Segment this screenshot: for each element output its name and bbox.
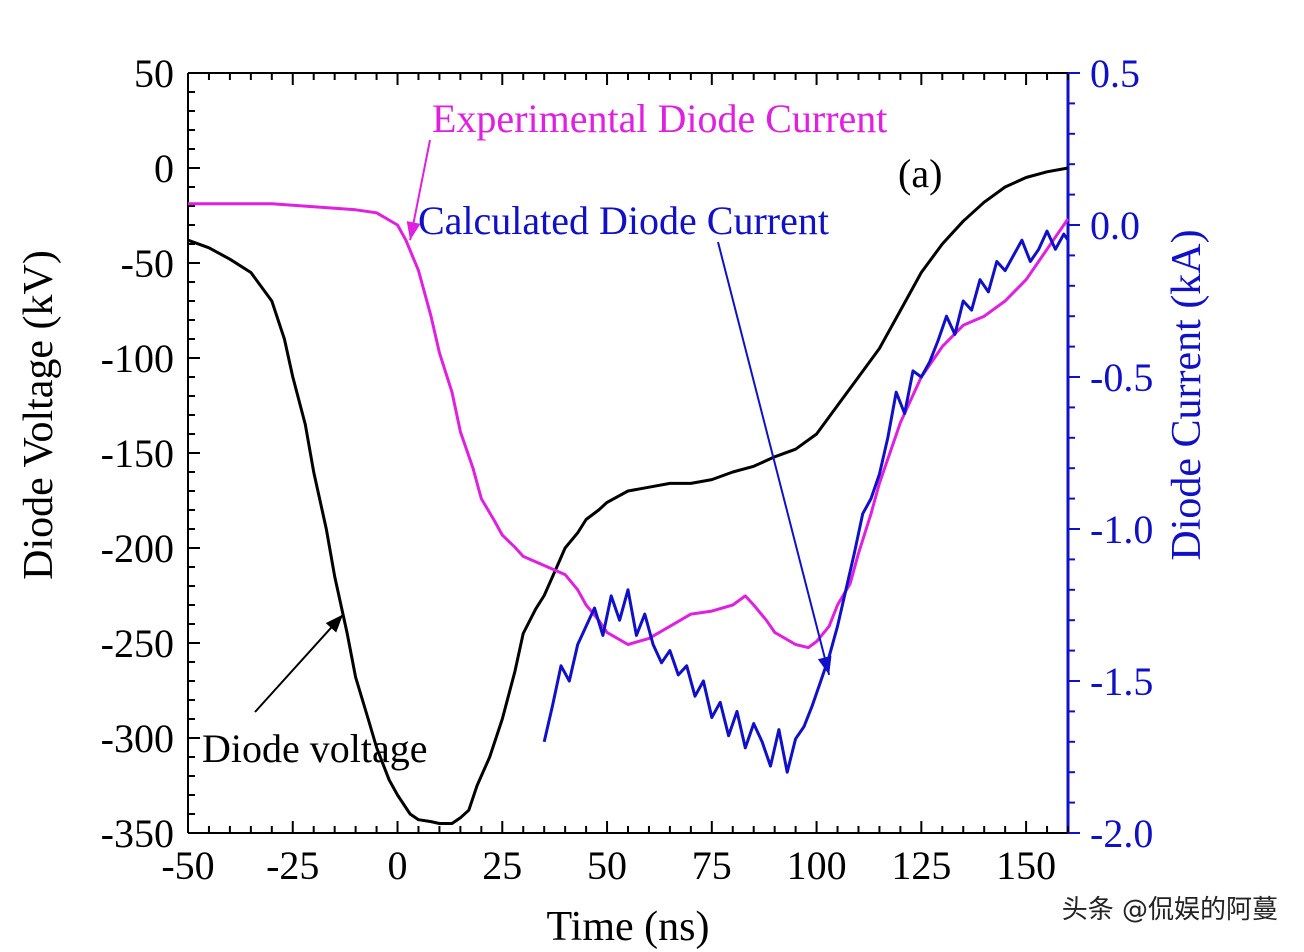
annotation-layer: Experimental Diode Current Calculated Di… <box>202 96 942 771</box>
panel-label: (a) <box>898 151 942 196</box>
right-axis-ticks: 0.5 0.0 -0.5 -1.0 -1.5 -2.0 <box>1068 51 1153 856</box>
left-axis-ticks: 50 0 -50 -100 -150 -200 -250 -300 -350 <box>101 51 200 856</box>
diode-voltage-line <box>187 166 1069 825</box>
diode-voltage-annotation: Diode voltage <box>202 726 428 771</box>
calculated-current-annotation: Calculated Diode Current <box>418 198 829 243</box>
x-tick-label: 25 <box>482 843 522 888</box>
x-tick-label: 0 <box>388 843 408 888</box>
x-axis-ticks: -50 -25 0 25 50 75 100 125 150 <box>161 73 1069 888</box>
left-tick-label: -100 <box>101 336 174 381</box>
right-tick-label: -1.5 <box>1090 659 1153 704</box>
diode-voltage-arrow-shaft <box>254 613 344 713</box>
x-tick-label: 100 <box>787 843 847 888</box>
experimental-current-arrow <box>406 139 431 241</box>
right-axis-title: Diode Current (kA) <box>1164 229 1210 560</box>
right-tick-label: -1.0 <box>1090 507 1153 552</box>
left-tick-label: -300 <box>101 716 174 761</box>
x-tick-label: 125 <box>891 843 951 888</box>
right-tick-label: 0.5 <box>1090 51 1140 96</box>
left-tick-label: -250 <box>101 621 174 666</box>
left-axis-title: Diode Voltage (kV) <box>16 250 62 580</box>
left-tick-label: -50 <box>121 241 174 286</box>
calculated-current-arrow <box>717 241 832 676</box>
left-tick-label: 50 <box>134 51 174 96</box>
calculated-current-arrow-head <box>817 655 832 675</box>
x-tick-label: -50 <box>161 843 214 888</box>
experimental-current-arrow-head <box>406 221 421 241</box>
series-layer <box>187 166 1070 825</box>
watermark-text: 头条 @侃娱的阿蔓 <box>1062 895 1278 925</box>
left-tick-label: -200 <box>101 526 174 571</box>
right-tick-label: -0.5 <box>1090 355 1153 400</box>
left-tick-label: -150 <box>101 431 174 476</box>
diode-voltage-arrow-head <box>325 614 344 633</box>
diode-voltage-arrow <box>254 613 344 713</box>
right-tick-label: 0.0 <box>1090 203 1140 248</box>
left-tick-label: -350 <box>101 811 174 856</box>
experimental-current-line <box>188 202 1070 650</box>
x-tick-label: -25 <box>266 843 319 888</box>
x-tick-label: 150 <box>996 843 1056 888</box>
experimental-current-annotation: Experimental Diode Current <box>432 96 887 141</box>
x-tick-label: 50 <box>587 843 627 888</box>
x-tick-label: 75 <box>692 843 732 888</box>
left-tick-label: 0 <box>154 146 174 191</box>
calculated-current-line <box>542 229 1070 774</box>
calculated-current-arrow-shaft <box>717 241 831 676</box>
right-tick-label: -2.0 <box>1090 811 1153 856</box>
x-axis-title: Time (ns) <box>547 904 710 950</box>
